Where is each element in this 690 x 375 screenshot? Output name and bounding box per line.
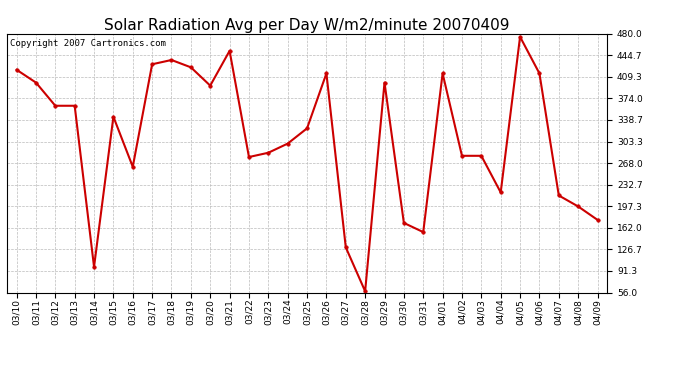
Text: Copyright 2007 Cartronics.com: Copyright 2007 Cartronics.com <box>10 39 166 48</box>
Title: Solar Radiation Avg per Day W/m2/minute 20070409: Solar Radiation Avg per Day W/m2/minute … <box>104 18 510 33</box>
